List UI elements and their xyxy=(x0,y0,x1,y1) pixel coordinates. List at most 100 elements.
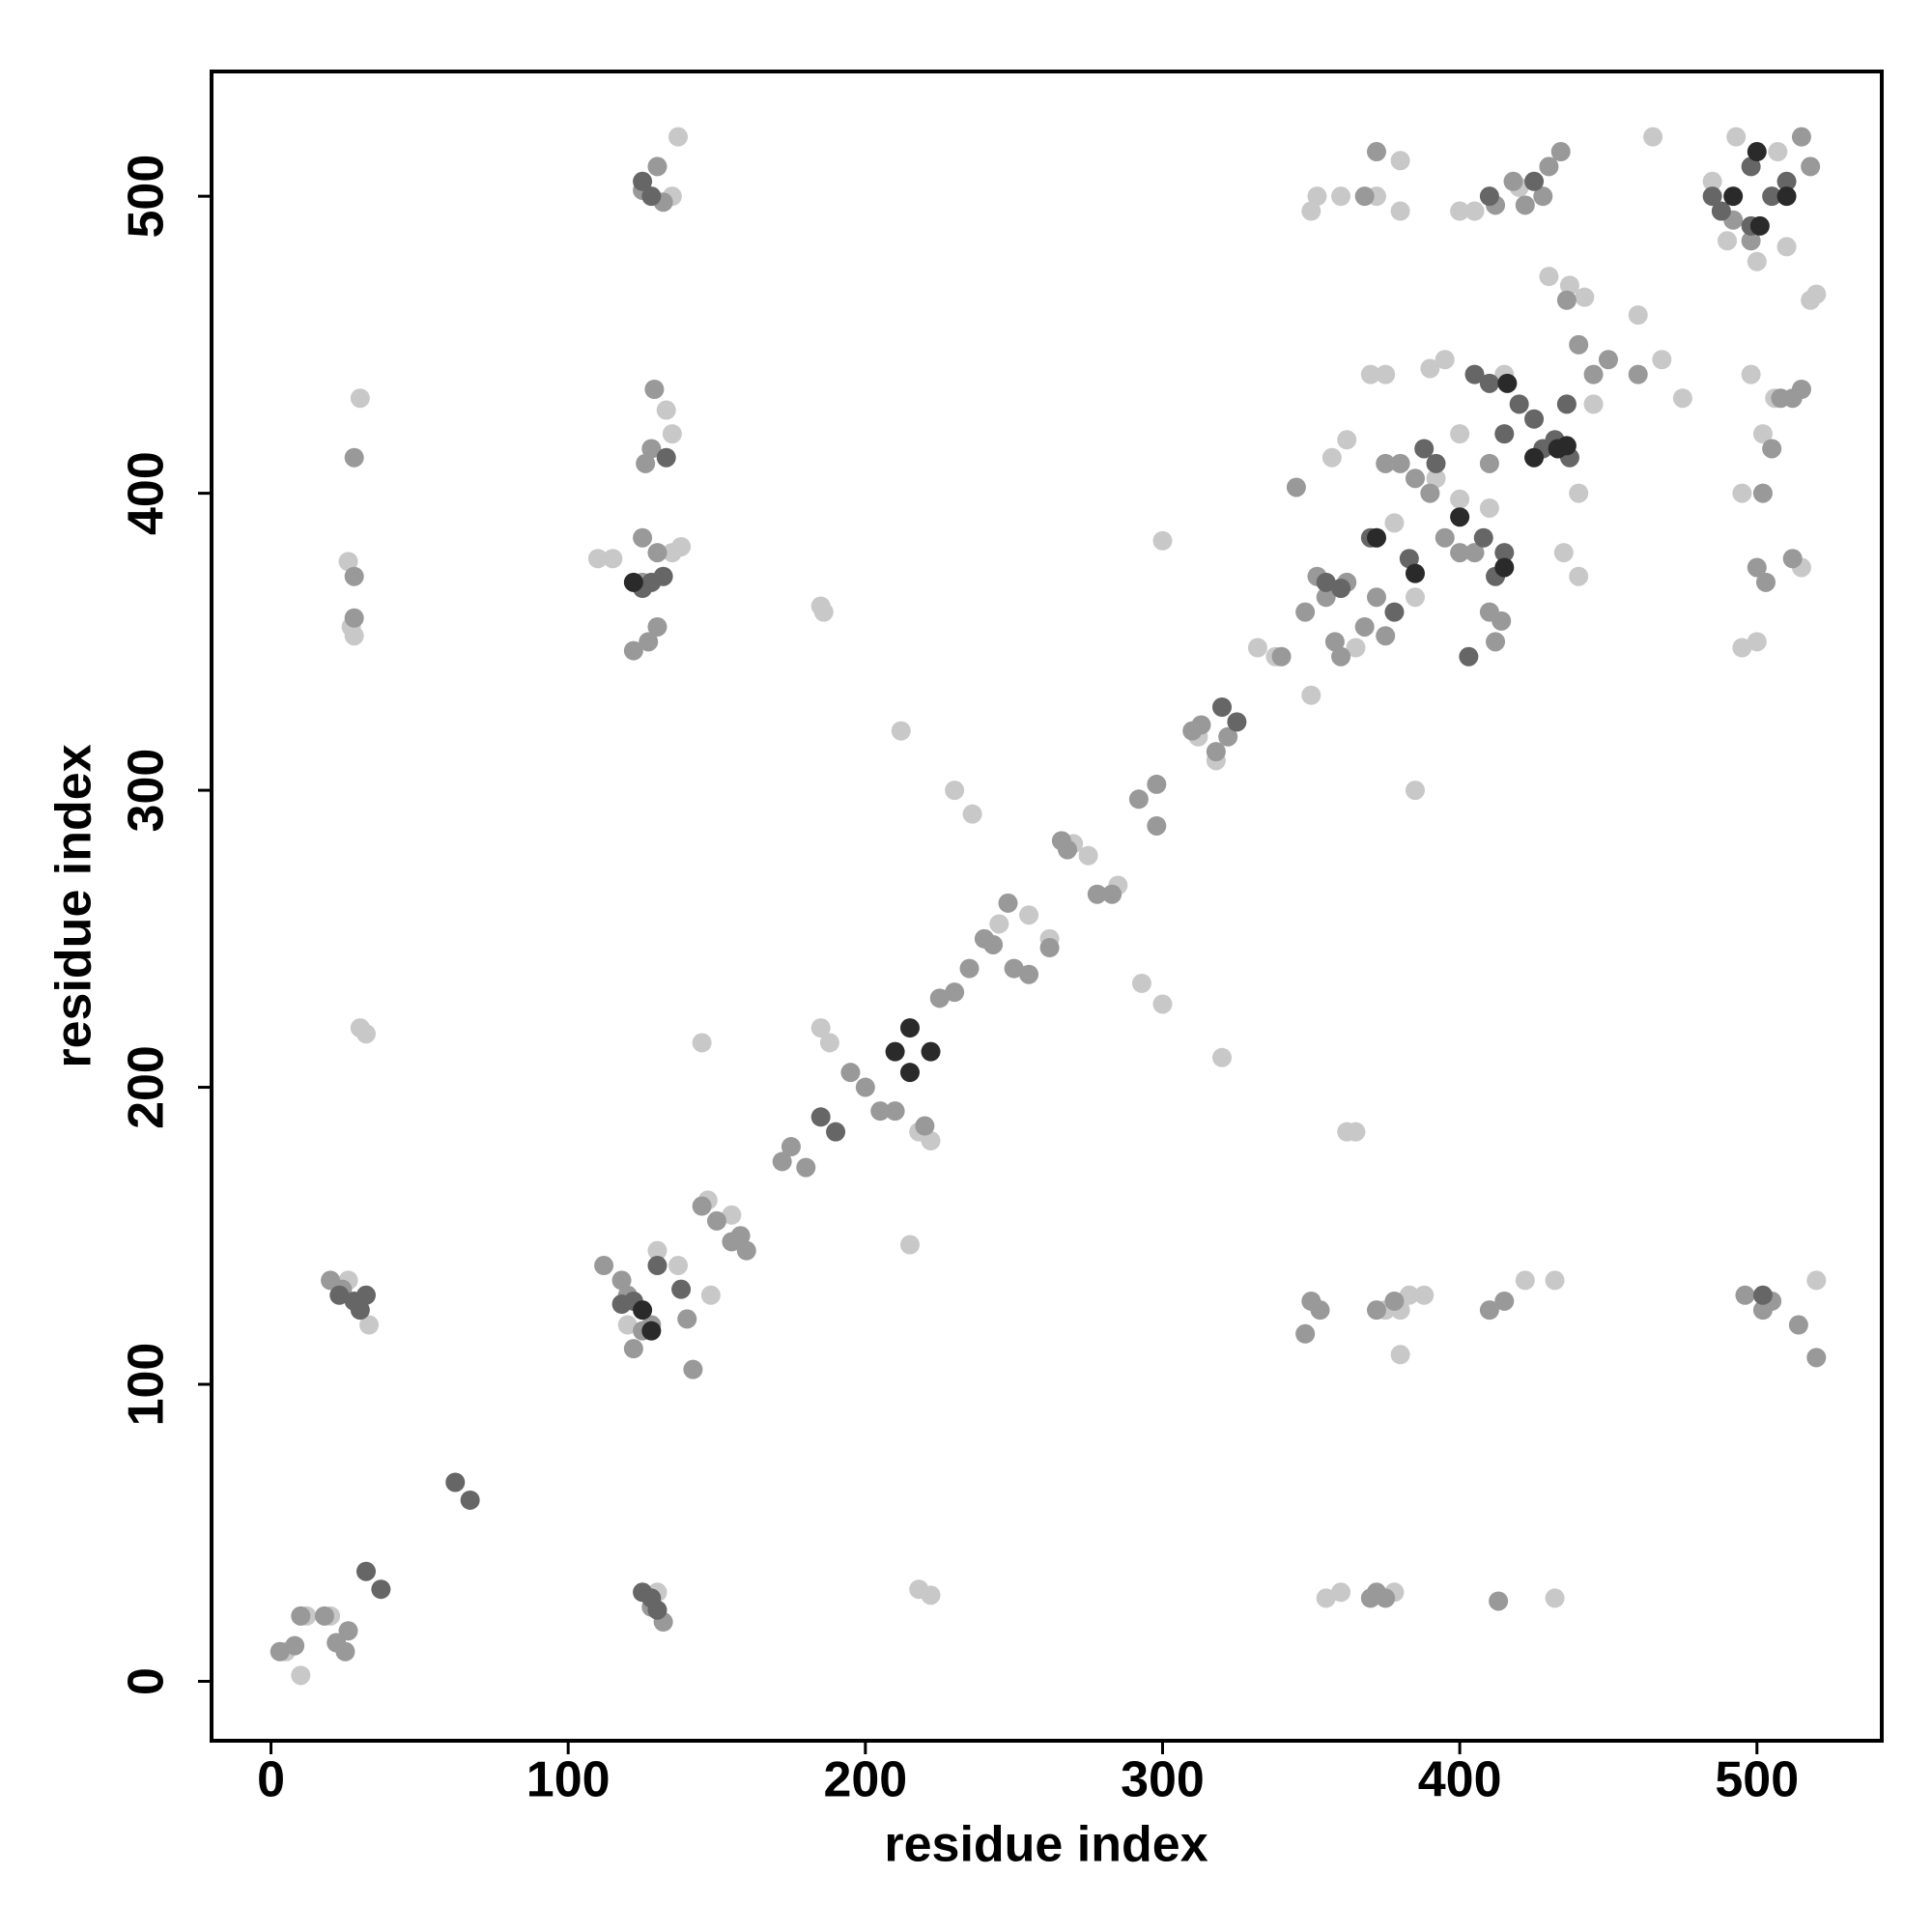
point xyxy=(1806,1270,1827,1291)
point xyxy=(1346,638,1366,658)
point xyxy=(1732,483,1752,503)
point xyxy=(730,1226,751,1246)
point xyxy=(945,982,965,1003)
point xyxy=(1752,424,1773,444)
point xyxy=(1494,1291,1515,1311)
point xyxy=(1569,483,1589,503)
point xyxy=(1806,1348,1827,1368)
point xyxy=(1464,364,1485,384)
point xyxy=(633,1300,653,1321)
point xyxy=(796,1157,816,1178)
point xyxy=(617,1315,638,1335)
point xyxy=(285,1635,305,1656)
y-tick-label: 200 xyxy=(119,1045,175,1129)
point xyxy=(899,1235,920,1255)
point xyxy=(1206,742,1226,762)
point xyxy=(1539,156,1559,177)
y-tick-label: 400 xyxy=(119,451,175,535)
point xyxy=(1509,394,1529,414)
point xyxy=(291,1605,311,1626)
point xyxy=(1747,557,1767,578)
point xyxy=(840,1063,861,1083)
point xyxy=(1450,489,1470,509)
plot-frame xyxy=(210,70,1884,1743)
point xyxy=(1801,290,1821,310)
point xyxy=(647,543,668,563)
point xyxy=(1331,579,1351,599)
point xyxy=(1450,424,1470,444)
point xyxy=(1212,696,1233,717)
point xyxy=(1414,439,1435,459)
point xyxy=(1652,350,1672,370)
point xyxy=(1354,186,1375,207)
point xyxy=(647,1240,668,1261)
point xyxy=(1782,388,1803,409)
point xyxy=(639,632,659,652)
point xyxy=(1726,127,1747,147)
point xyxy=(921,1585,941,1605)
point xyxy=(1376,1588,1396,1608)
point xyxy=(1556,436,1577,456)
point xyxy=(668,127,689,147)
point xyxy=(1366,1300,1386,1321)
point xyxy=(692,1033,712,1053)
point xyxy=(813,602,834,622)
point xyxy=(1479,186,1499,207)
point xyxy=(1752,483,1773,503)
point xyxy=(1489,1591,1509,1611)
point xyxy=(656,447,676,468)
point xyxy=(1583,394,1604,414)
point xyxy=(1702,186,1722,207)
point xyxy=(1321,447,1342,468)
x-axis-title: residue index xyxy=(884,1817,1208,1873)
point xyxy=(1494,424,1515,444)
point xyxy=(1515,1270,1535,1291)
point xyxy=(1390,1345,1410,1365)
point xyxy=(344,608,364,628)
point xyxy=(1741,364,1761,384)
point xyxy=(1464,201,1485,221)
point xyxy=(1492,611,1512,631)
point xyxy=(1494,543,1515,563)
point xyxy=(641,186,662,207)
point xyxy=(1628,364,1648,384)
point xyxy=(810,1018,831,1038)
point xyxy=(344,566,364,586)
point xyxy=(1479,497,1499,518)
point xyxy=(989,914,1009,934)
x-tick-label: 300 xyxy=(1121,1752,1205,1808)
point xyxy=(1497,373,1518,393)
point xyxy=(1762,186,1782,207)
point xyxy=(1782,549,1803,569)
point xyxy=(1087,884,1107,904)
point xyxy=(1405,781,1425,801)
point xyxy=(1479,453,1499,473)
point xyxy=(1420,483,1440,503)
point xyxy=(1384,513,1405,533)
point xyxy=(623,640,643,661)
point xyxy=(870,1101,891,1122)
point xyxy=(1218,726,1238,747)
point xyxy=(1583,364,1604,384)
x-tick-label: 500 xyxy=(1715,1752,1799,1808)
point xyxy=(959,958,980,979)
point xyxy=(1360,1588,1380,1608)
point xyxy=(671,1279,692,1299)
point xyxy=(1316,1588,1336,1608)
point xyxy=(1152,530,1173,551)
y-tick-label: 0 xyxy=(119,1667,175,1695)
point xyxy=(826,1122,846,1142)
point xyxy=(1450,507,1470,527)
point xyxy=(1435,527,1455,548)
point xyxy=(1307,186,1327,207)
point xyxy=(1539,267,1559,287)
point xyxy=(962,804,982,824)
point xyxy=(1752,1285,1773,1305)
point xyxy=(1524,447,1545,468)
point xyxy=(1331,1582,1351,1603)
point xyxy=(647,616,668,637)
point xyxy=(647,1600,668,1620)
point xyxy=(899,1018,920,1038)
point xyxy=(1545,1270,1565,1291)
point xyxy=(611,1270,632,1291)
